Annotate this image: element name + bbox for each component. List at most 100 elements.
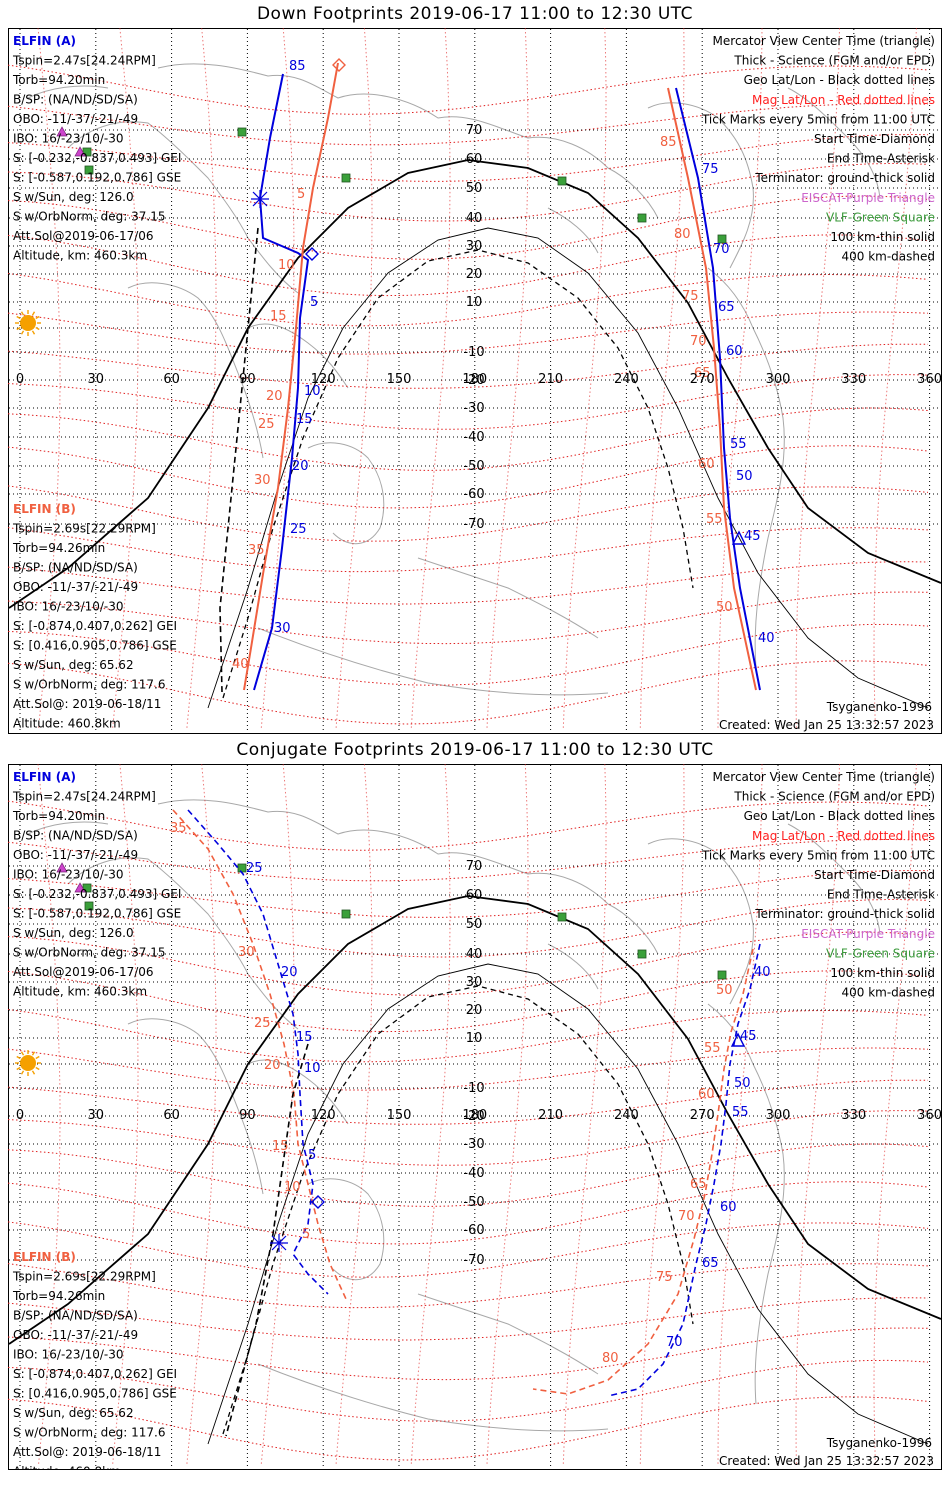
elfin-info-line: S w/OrbNorm, deg: 117.6 <box>13 1426 165 1440</box>
elfin-info-line: S: [-0.232,-0.837,0.493] GEI <box>13 887 181 901</box>
sun-ray <box>35 1055 40 1060</box>
terminator-ground <box>8 895 942 1345</box>
elfin-info-line: IBO: 16/-23/10/-30 <box>13 868 124 882</box>
elfin-info-line: Torb=94.20min <box>12 73 105 87</box>
sun-ray <box>31 311 36 316</box>
elfin-info-line: S w/OrbNorm, deg: 37.15 <box>13 946 165 960</box>
mag-lat-line <box>8 374 929 430</box>
footprint-track <box>219 227 259 693</box>
legend-item: Start Time-Diamond <box>814 868 935 882</box>
mag-lon-line <box>112 764 139 1465</box>
track-time-label: 40 <box>232 657 249 672</box>
elfin-info-line: S: [-0.874,0.407,0.262] GEI <box>13 1367 177 1381</box>
elfin-info-line: OBO: -11/-37/-21/-49 <box>13 580 138 594</box>
continent-outline <box>157 63 659 219</box>
track-time-label: 25 <box>254 1016 271 1031</box>
track-time-label: 55 <box>706 512 723 527</box>
lon-tick-label: 240 <box>614 372 639 387</box>
elfin-info-line: Altitude, km: 460.3km <box>13 249 147 263</box>
elfin-info-line: Torb=94.26min <box>12 1289 105 1303</box>
panel-title-down: Down Footprints 2019-06-17 11:00 to 12:3… <box>256 4 694 24</box>
geo-grid <box>9 765 941 1469</box>
track-time-label: 10 <box>304 1061 321 1076</box>
sun-ray <box>20 330 25 335</box>
mag-lat-line <box>8 234 929 297</box>
elfin-info-line: S w/OrbNorm, deg: 37.15 <box>13 210 165 224</box>
lon-tick-label: 60 <box>163 372 180 387</box>
lon-tick-label: 210 <box>538 1108 563 1123</box>
track-time-label: 20 <box>264 1058 281 1073</box>
legend-item: 400 km-dashed <box>841 986 935 1000</box>
continent-outline <box>127 1018 264 1195</box>
lon-tick-label: 150 <box>387 372 412 387</box>
footprint-tracks <box>219 58 761 693</box>
lon-tick-label: 90 <box>239 372 256 387</box>
lon-tick-label: 330 <box>841 372 866 387</box>
map-conjugate-footprints: 25 20 15 10 5 35 30 25 20 15 10 5 40 45 50 55 60 65 70 50 55… <box>8 764 942 1470</box>
continent-outline <box>647 102 754 269</box>
elfin-info-line: IBO: 16/-23/10/-30 <box>13 132 124 146</box>
lon-tick-label: 300 <box>766 372 791 387</box>
sun-ray <box>35 1066 40 1071</box>
lon-tick-label: 120 <box>311 1108 336 1123</box>
footprint-track <box>243 62 339 691</box>
lon-tick-label: 60 <box>163 1108 180 1123</box>
sun-icon <box>15 1050 41 1076</box>
mag-lat-line <box>8 485 929 542</box>
track-time-label: 50 <box>716 600 733 615</box>
track-time-label: 35 <box>248 543 265 558</box>
continent-outline <box>707 267 785 669</box>
vlf-square <box>84 901 94 911</box>
track-time-label: 45 <box>744 529 761 544</box>
vlf-square <box>84 165 94 175</box>
legend-item: VLF-Green Square <box>826 210 935 224</box>
terminator-ground <box>8 159 942 609</box>
track-time-label: 15 <box>272 1139 289 1154</box>
mag-lat-line <box>8 527 929 573</box>
lat-tick-label: 60 <box>466 888 483 903</box>
mag-lon-line <box>873 764 917 1465</box>
track-time-label: 65 <box>718 300 735 315</box>
sun-disc <box>20 315 36 331</box>
mag-lon-line <box>335 764 373 1465</box>
sun-disc <box>20 1055 36 1071</box>
continent-outline <box>257 627 609 696</box>
elfin-info-line: IBO: 16/-23/10/-30 <box>13 600 124 614</box>
elfin-info-line: Att.Sol@: 2019-06-18/11 <box>13 1445 161 1459</box>
legend-item: 100 km-thin solid <box>830 966 935 980</box>
mag-lat-line <box>8 800 929 851</box>
elfin-info-line: S: [0.416,0.905,0.786] GSE <box>13 1387 177 1401</box>
mag-lat-line <box>8 1110 929 1166</box>
legend-item: 400 km-dashed <box>841 250 935 264</box>
elfin-info-line: B/SP: (NA/ND/SD/SA) <box>13 93 138 107</box>
elfin-name: ELFIN (B) <box>13 502 76 516</box>
legend-item: End Time-Asterisk <box>827 888 935 902</box>
center-triangle <box>730 1032 746 1047</box>
mag-lon-line <box>486 764 529 1465</box>
elfin-name: ELFIN (A) <box>13 770 76 784</box>
elfin-info-line: S: [0.416,0.905,0.786] GSE <box>13 639 177 653</box>
track-time-label: 60 <box>720 1200 737 1215</box>
elfin-info-line: S: [-0.587,0.192,0.786] GSE <box>13 171 181 185</box>
track-time-label: 85 <box>289 59 306 74</box>
mag-lat-line <box>8 970 929 1033</box>
legend: Mercator View Center Time (triangle) Thic… <box>701 34 935 264</box>
track-time-label: 80 <box>602 1351 619 1366</box>
mag-lat-line <box>8 1396 929 1461</box>
mag-grid <box>8 28 929 729</box>
track-time-label: 70 <box>678 1209 695 1224</box>
elfin-info-line: Altitude, km: 460.3km <box>13 985 147 999</box>
model-label: Tsyganenko-1996 <box>826 700 932 714</box>
footprint-track <box>172 809 347 1300</box>
elfin-name: ELFIN (B) <box>13 1250 76 1264</box>
elfin-info-line: Altitude: 460.8km <box>13 717 121 731</box>
created-timestamp: Created: Wed Jan 25 13:32:57 2023 <box>719 1454 934 1468</box>
mag-lat-line <box>8 660 929 725</box>
grid-tick-labels: 0 30 60 90 120 150 180 210 240 270 300 330 360 70 60 50… <box>16 859 942 1268</box>
legend: Mercator View Center Time (triangle) Thic… <box>701 770 935 1000</box>
lat-tick-label: -10 <box>463 345 484 360</box>
footprint-track <box>253 73 310 691</box>
track-time-label: 50 <box>716 983 733 998</box>
legend-item: Thick - Science (FGM and/or EPD) <box>733 790 935 804</box>
mag-lat-line <box>8 1181 929 1245</box>
